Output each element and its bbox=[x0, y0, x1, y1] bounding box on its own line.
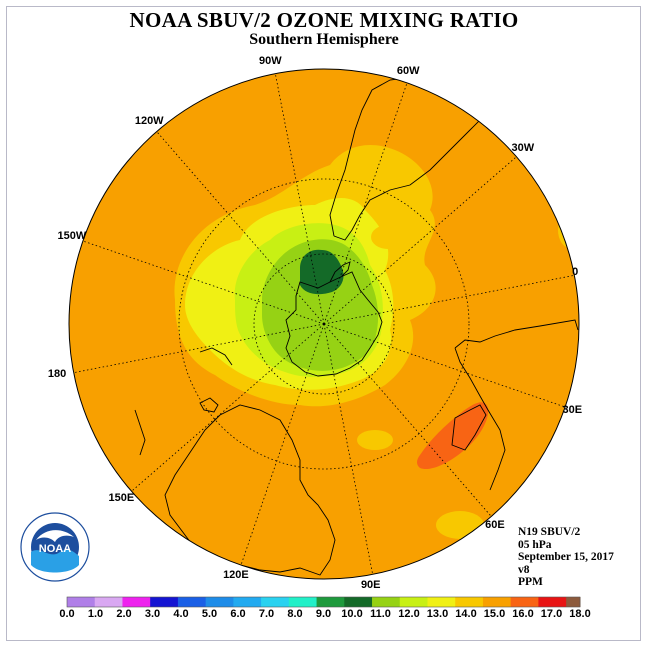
lon-label-60e: 60E bbox=[485, 518, 505, 531]
colorbar-tick-label: 7.0 bbox=[258, 608, 275, 620]
colorbar-swatch bbox=[261, 597, 290, 607]
ozone-contour-14-patch bbox=[436, 511, 484, 539]
meridian-line bbox=[323, 274, 575, 325]
colorbar bbox=[66, 596, 581, 608]
colorbar-swatch bbox=[372, 597, 401, 607]
colorbar-swatch bbox=[205, 597, 234, 607]
coast-new-zealand bbox=[134, 347, 233, 456]
coast-south-america bbox=[329, 77, 501, 241]
colorbar-swatch bbox=[177, 597, 207, 607]
meridian-line bbox=[323, 323, 492, 517]
colorbar-swatch bbox=[566, 597, 581, 607]
ozone-contour-11 bbox=[262, 239, 379, 371]
colorbar-swatch bbox=[288, 597, 318, 607]
figure-frame bbox=[6, 6, 641, 641]
colorbar-swatch bbox=[538, 597, 567, 607]
colorbar-tick-label: 18.0 bbox=[569, 608, 591, 620]
info-date: September 15, 2017 bbox=[518, 551, 614, 564]
lon-label-150w: 150W bbox=[57, 230, 87, 243]
colorbar-swatch bbox=[150, 597, 179, 607]
info-units: PPM bbox=[518, 576, 543, 589]
colorbar-tick-label: 17.0 bbox=[540, 608, 563, 620]
meridian-line bbox=[323, 82, 408, 325]
lon-label-120e: 120E bbox=[223, 569, 249, 582]
colorbar-tick-label: 2.0 bbox=[116, 608, 132, 620]
coast-antarctica bbox=[285, 271, 383, 377]
colorbar-tick-label: 14.0 bbox=[455, 608, 477, 620]
colorbar-tick-label: 6.0 bbox=[230, 608, 246, 620]
lon-label-30w: 30W bbox=[511, 141, 535, 154]
ozone-contour-14-hole bbox=[371, 225, 405, 249]
map-boundary bbox=[68, 68, 580, 580]
colorbar-swatch bbox=[399, 597, 428, 607]
colorbar-tick-label: 10.0 bbox=[341, 608, 363, 620]
colorbar-tick-label: 5.0 bbox=[201, 608, 218, 620]
lon-label-150e: 150E bbox=[108, 492, 135, 505]
figure-title: NOAA SBUV/2 OZONE MIXING RATIO bbox=[129, 8, 519, 32]
meridian-line bbox=[323, 323, 374, 575]
colorbar-swatch bbox=[122, 597, 151, 607]
info-block: N19 SBUV/2 05 hPa September 15, 2017 v8 … bbox=[518, 526, 614, 589]
colorbar-swatch bbox=[316, 597, 345, 607]
lon-label-60w: 60W bbox=[396, 64, 420, 77]
coast-madagascar bbox=[451, 404, 487, 451]
coast-tasmania bbox=[199, 397, 219, 413]
meridian-line bbox=[73, 323, 325, 374]
ozone-contour-10 bbox=[300, 249, 344, 295]
lon-label-120w: 120W bbox=[134, 115, 164, 128]
lon-label-0: 0 bbox=[572, 266, 579, 279]
lon-label-90w: 90W bbox=[259, 54, 282, 67]
colorbar-swatch bbox=[510, 597, 539, 607]
coast-africa bbox=[454, 319, 579, 491]
lon-label-180: 180 bbox=[47, 367, 67, 380]
meridian-line bbox=[131, 323, 325, 492]
colorbar-tick-label: 8.0 bbox=[287, 608, 303, 620]
meridian-line bbox=[323, 156, 517, 325]
meridian-line bbox=[274, 73, 325, 325]
colorbar-tick-label: 0.0 bbox=[59, 608, 75, 620]
colorbar-swatch bbox=[427, 597, 456, 607]
coast-peninsula bbox=[329, 261, 351, 283]
info-satellite: N19 SBUV/2 bbox=[518, 526, 581, 538]
colorbar-swatch bbox=[233, 597, 262, 607]
ozone-contour-14-patch bbox=[558, 212, 579, 248]
colorbar-tick-label: 16.0 bbox=[512, 608, 534, 620]
colorbar-tick-label: 15.0 bbox=[483, 608, 506, 620]
graticule bbox=[178, 178, 470, 470]
ozone-contour-14-patch bbox=[357, 430, 393, 450]
info-version: v8 bbox=[518, 563, 530, 576]
colorbar-tick-label: 9.0 bbox=[315, 608, 332, 620]
colorbar-border bbox=[66, 596, 581, 608]
coastlines bbox=[134, 77, 579, 576]
meridian-line bbox=[156, 131, 325, 325]
colorbar-tick-label: 4.0 bbox=[173, 608, 189, 620]
meridian-line bbox=[240, 323, 325, 566]
meridian-line bbox=[82, 240, 325, 325]
colorbar-swatch bbox=[482, 597, 512, 607]
info-level: 05 hPa bbox=[518, 538, 552, 551]
meridians bbox=[73, 73, 575, 575]
colorbar-swatch bbox=[94, 597, 123, 607]
colorbar-tick-label: 3.0 bbox=[144, 608, 161, 620]
meridian-line bbox=[323, 323, 566, 408]
colorbar-swatch bbox=[67, 597, 96, 607]
colorbar-swatch bbox=[344, 597, 373, 607]
colorbar-tick-label: 13.0 bbox=[426, 608, 449, 620]
coast-australia bbox=[164, 404, 336, 576]
colorbar-tick-label: 11.0 bbox=[370, 608, 391, 620]
figure-subtitle: Southern Hemisphere bbox=[249, 31, 399, 48]
lon-label-90e: 90E bbox=[360, 579, 381, 592]
colorbar-tick-label: 1.0 bbox=[87, 608, 104, 620]
lon-label-30e: 30E bbox=[562, 403, 583, 416]
colorbar-swatch bbox=[455, 597, 484, 607]
colorbar-tick-label: 12.0 bbox=[398, 608, 420, 620]
